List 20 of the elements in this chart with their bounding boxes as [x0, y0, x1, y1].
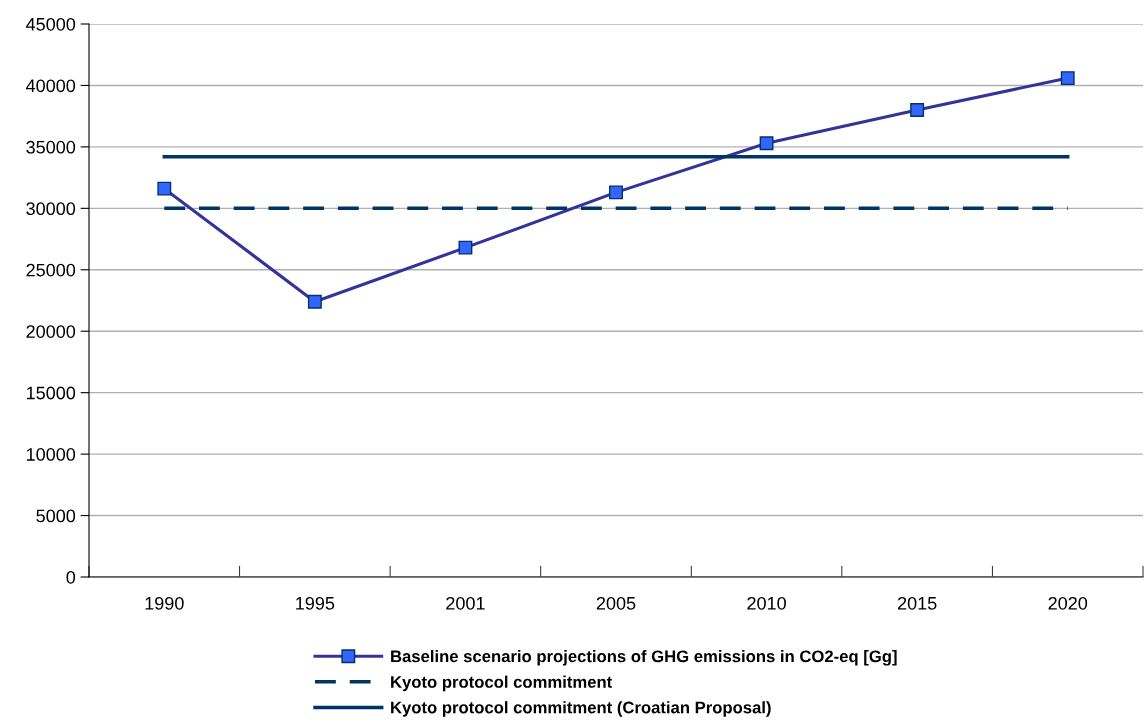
x-tick-label: 2005 [596, 596, 636, 610]
x-tick-label: 2010 [747, 596, 786, 610]
y-tick-label: 30000 [26, 202, 76, 216]
legend-label: Kyoto protocol commitment (Croatian Proposal) [391, 701, 771, 717]
y-tick-label: 35000 [26, 140, 76, 154]
y-tick-label: 0 [66, 570, 76, 584]
legend-label: Kyoto protocol commitment [391, 675, 613, 692]
x-tick-label: 1995 [296, 596, 335, 610]
y-tick-label: 40000 [26, 79, 76, 93]
y-tick-label: 10000 [26, 448, 76, 461]
y-tick-label: 25000 [26, 263, 76, 277]
y-tick-label: 45000 [26, 17, 76, 31]
x-tick-label: 1990 [145, 596, 184, 610]
x-tick-label: 2015 [897, 596, 937, 610]
y-tick-label: 20000 [26, 325, 76, 338]
legend-label: Baseline scenario projections of GHG emissions in CO2-eq [Gg] [391, 650, 897, 666]
x-tick-label: 2020 [1048, 596, 1088, 610]
y-tick-label: 15000 [26, 386, 76, 400]
y-tick-label: 5000 [36, 509, 76, 523]
x-tick-label: 2001 [446, 596, 485, 610]
